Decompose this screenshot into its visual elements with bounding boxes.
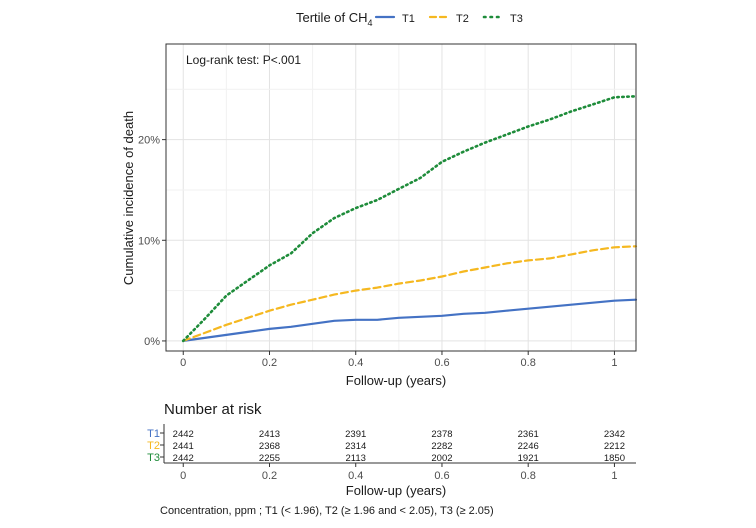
risk-cell: 2442	[173, 429, 194, 440]
main-plot: Log-rank test: P<.001 0% 10% 20% 0 0.2 0.4 0.…	[121, 43, 638, 388]
x-tick-label: 0	[180, 357, 186, 369]
risk-cell: 2314	[345, 441, 366, 452]
risk-row-label-t2: T2	[147, 440, 160, 452]
risk-cell: 2282	[431, 441, 452, 452]
risk-cell: 2002	[431, 453, 452, 464]
footnote: Concentration, ppm ; T1 (< 1.96), T2 (≥ …	[160, 505, 494, 517]
risk-cell: 2413	[259, 429, 280, 440]
risk-row-label-t1: T1	[147, 428, 160, 440]
risk-x-tick-label: 0.2	[262, 470, 277, 482]
risk-cell: 2212	[604, 441, 625, 452]
x-axis: 0 0.2 0.4 0.6 0.8 1	[180, 351, 618, 369]
legend-label-t3: T3	[510, 13, 523, 25]
risk-x-tick-label: 0	[180, 470, 186, 482]
x-tick-label: 1	[611, 357, 617, 369]
x-tick-label: 0.8	[521, 357, 536, 369]
risk-cell: 2441	[173, 441, 194, 452]
series-line-t2	[182, 245, 638, 342]
grid	[166, 44, 636, 351]
risk-cell: 1921	[518, 453, 539, 464]
y-axis-label: Cumulative incidence of death	[121, 111, 136, 285]
risk-cell: 2391	[345, 429, 366, 440]
series-line-t3	[181, 95, 638, 343]
x-tick-label: 0.4	[348, 357, 363, 369]
risk-cell: 2361	[518, 429, 539, 440]
y-tick-label: 10%	[138, 235, 160, 247]
x-axis-label: Follow-up (years)	[346, 373, 446, 388]
risk-table-body: T1 2442 2413 2391 2378 2361 2342 T2 2441 2368 2314…	[147, 424, 636, 482]
legend-items: T1 T2 T3	[374, 13, 523, 25]
legend-title: Tertile of CH4	[296, 10, 373, 28]
plot-background	[166, 44, 636, 351]
y-axis: 0% 10% 20%	[138, 135, 166, 348]
legend: Tertile of CH4 T1 T2 T3	[296, 10, 523, 28]
risk-x-tick-label: 1	[611, 470, 617, 482]
series-line-t1	[182, 298, 638, 342]
risk-cell: 2378	[431, 429, 452, 440]
x-tick-label: 0.6	[434, 357, 449, 369]
risk-table: Number at risk T1 2442 2413 2391 2378 2361 234…	[147, 401, 636, 498]
risk-cell: 2368	[259, 441, 280, 452]
risk-cell: 2442	[173, 453, 194, 464]
x-tick-label: 0.2	[262, 357, 277, 369]
risk-cell: 2246	[518, 441, 539, 452]
risk-table-title: Number at risk	[164, 401, 262, 418]
legend-label-t1: T1	[402, 13, 415, 25]
risk-x-tick-label: 0.6	[434, 470, 449, 482]
risk-row-label-t3: T3	[147, 452, 160, 464]
risk-cell: 1850	[604, 453, 625, 464]
legend-label-t2: T2	[456, 13, 469, 25]
risk-cell: 2113	[346, 453, 366, 464]
series-lines	[181, 95, 638, 343]
risk-x-axis-label: Follow-up (years)	[346, 483, 446, 498]
y-tick-label: 20%	[138, 135, 160, 147]
logrank-annotation: Log-rank test: P<.001	[186, 53, 301, 67]
plot-border	[165, 43, 637, 352]
y-tick-label: 0%	[144, 336, 160, 348]
risk-x-tick-label: 0.8	[521, 470, 536, 482]
risk-cell: 2255	[259, 453, 280, 464]
risk-x-tick-label: 0.4	[348, 470, 363, 482]
risk-cell: 2342	[604, 429, 625, 440]
